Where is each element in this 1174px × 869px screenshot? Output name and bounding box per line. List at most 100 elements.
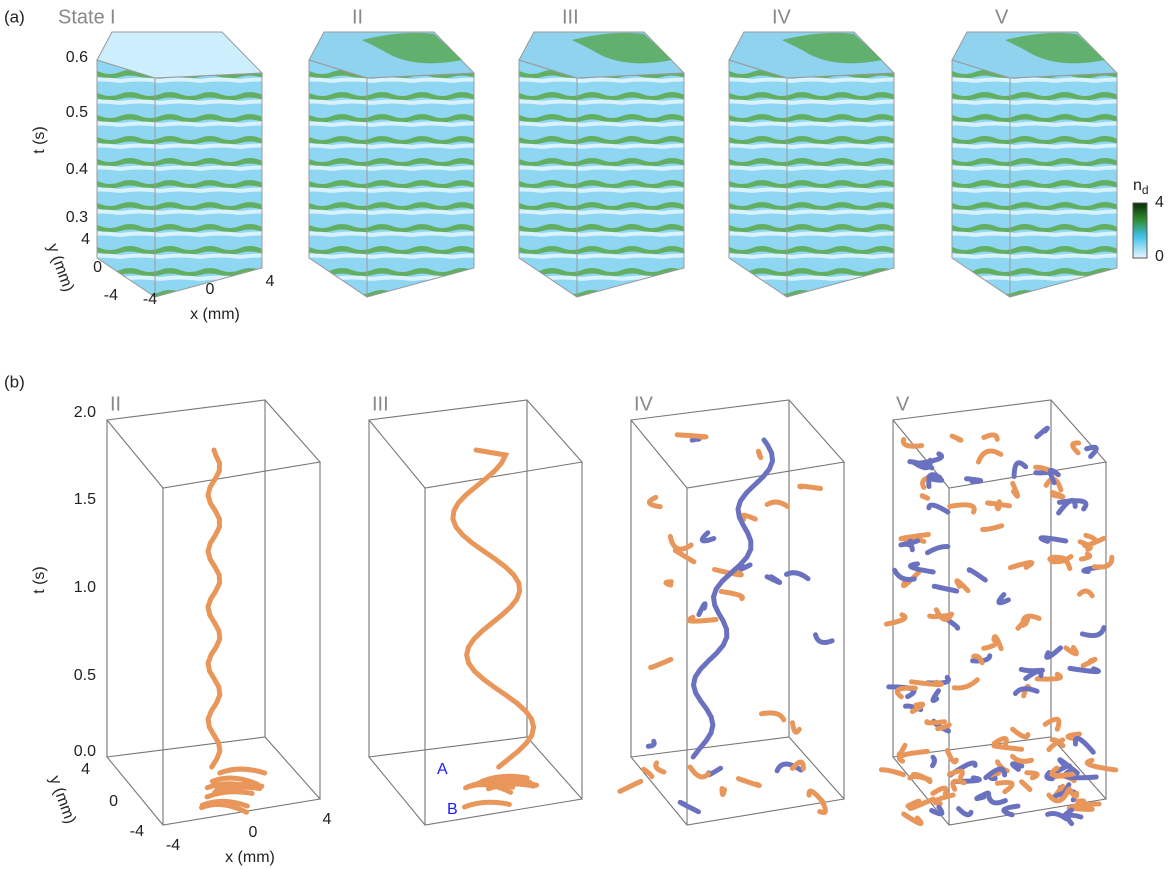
y-tick-label: 0 xyxy=(93,259,102,276)
state-wireframe: II xyxy=(107,393,320,825)
vortex-tube xyxy=(1075,738,1093,752)
vortex-tube xyxy=(1081,554,1089,559)
box-left-face xyxy=(97,60,155,297)
vortex-tube xyxy=(911,564,934,572)
vortex-tube xyxy=(984,435,997,439)
vortex-tube xyxy=(1083,659,1095,665)
colorbar-tick: 0 xyxy=(1155,248,1164,265)
vortex-tube xyxy=(1013,729,1028,737)
vortex-tube xyxy=(1087,760,1116,770)
vortex-tube xyxy=(904,814,921,824)
vortex-tube xyxy=(738,779,759,786)
box-edge xyxy=(107,400,320,488)
vortex-tube xyxy=(1073,443,1079,453)
vortex-tube xyxy=(787,573,809,579)
vortex-tube xyxy=(983,526,1002,530)
box-edge xyxy=(369,737,582,825)
vortex-tube xyxy=(1045,719,1059,729)
marker-label: B xyxy=(447,801,458,818)
vortex-tube xyxy=(1010,562,1031,567)
vortex-tube xyxy=(721,592,742,599)
y-tick-label: 4 xyxy=(81,761,90,778)
state-label: IV xyxy=(634,393,654,415)
y-tick-label: -4 xyxy=(104,287,118,304)
vortex-tube xyxy=(957,581,968,591)
t-axis-label: t (s) xyxy=(31,566,48,594)
x-tick-label: 0 xyxy=(206,281,215,298)
vortex-tube xyxy=(933,691,939,701)
vortex-tube xyxy=(1013,483,1018,496)
vortex-tube xyxy=(928,547,948,553)
colorbar-tick: 4 xyxy=(1155,194,1164,211)
vortex-tube xyxy=(816,635,833,643)
vortex-tube xyxy=(932,807,942,814)
vortex-tube xyxy=(997,782,1012,791)
vortex-tube xyxy=(954,680,977,688)
state-wireframe: III xyxy=(369,393,582,825)
state-box: II xyxy=(309,6,474,297)
state-label: II xyxy=(352,6,363,28)
colorbar xyxy=(1133,203,1147,258)
vortex-tube xyxy=(675,551,694,562)
box-right-face xyxy=(787,73,894,297)
x-tick-label: 4 xyxy=(323,811,332,828)
vortex-tube xyxy=(881,770,903,775)
state-label: III xyxy=(372,393,389,415)
vortex-tube xyxy=(934,586,957,591)
y-tick-label: 2.0 xyxy=(74,404,96,421)
vortex-tube xyxy=(977,793,988,799)
vortex-tube xyxy=(208,450,220,767)
vortex-tube xyxy=(933,757,935,765)
state-wireframe: IV xyxy=(620,393,844,825)
vortex-tube xyxy=(901,535,928,539)
vortex-tube xyxy=(689,617,716,621)
vortex-tube xyxy=(967,479,981,482)
vortex-tube xyxy=(809,791,824,803)
x-axis-label: x (mm) xyxy=(190,306,240,323)
vortex-tube xyxy=(644,769,652,776)
vortex-tube xyxy=(1068,815,1081,823)
vortex-tube xyxy=(677,435,706,437)
x-tick-label: -4 xyxy=(166,837,180,854)
box-left-face xyxy=(952,60,1010,297)
y-axis-label: y (mm) xyxy=(44,242,77,295)
state-wireframe: V xyxy=(881,393,1115,825)
vortex-tube xyxy=(742,515,755,519)
state-box: IV xyxy=(729,6,894,297)
state-label: V xyxy=(995,6,1009,28)
vortex-tube xyxy=(1047,648,1061,658)
vortex-tube xyxy=(1041,538,1066,542)
vortex-tube xyxy=(656,763,664,772)
y-tick-label: 0.3 xyxy=(66,209,88,226)
state-label: I xyxy=(110,6,116,28)
vortex-tube xyxy=(912,682,942,685)
vortex-tube xyxy=(1082,628,1104,636)
box-right-face xyxy=(367,73,474,297)
state-box: V xyxy=(952,6,1117,297)
vortex-tube xyxy=(453,450,534,767)
vortex-tube xyxy=(949,771,962,777)
vortex-tube xyxy=(793,723,800,732)
y-tick-label: 1.0 xyxy=(74,579,96,596)
y-tick-label: -4 xyxy=(130,823,144,840)
vortex-tube xyxy=(1080,542,1090,550)
vortex-tube xyxy=(722,789,725,795)
colorbar-symbol: n xyxy=(1133,177,1142,194)
vortex-tube xyxy=(886,615,905,624)
vortex-tube xyxy=(767,577,780,583)
box-edge xyxy=(631,737,844,825)
box-right-face xyxy=(155,73,262,297)
state-label: IV xyxy=(772,6,792,28)
box-right-face xyxy=(577,73,684,297)
state-prefix: State xyxy=(58,6,105,28)
vortex-tube xyxy=(988,793,1005,803)
box-left-face xyxy=(519,60,577,297)
vortex-tube xyxy=(1052,493,1063,497)
vortex-tube xyxy=(620,781,641,791)
vortex-tube xyxy=(220,769,265,773)
vortex-tube xyxy=(758,451,760,457)
vortex-tube xyxy=(988,503,1010,506)
marker-label: A xyxy=(437,761,448,778)
vortex-tube xyxy=(666,582,671,585)
vortex-tube xyxy=(933,788,946,794)
